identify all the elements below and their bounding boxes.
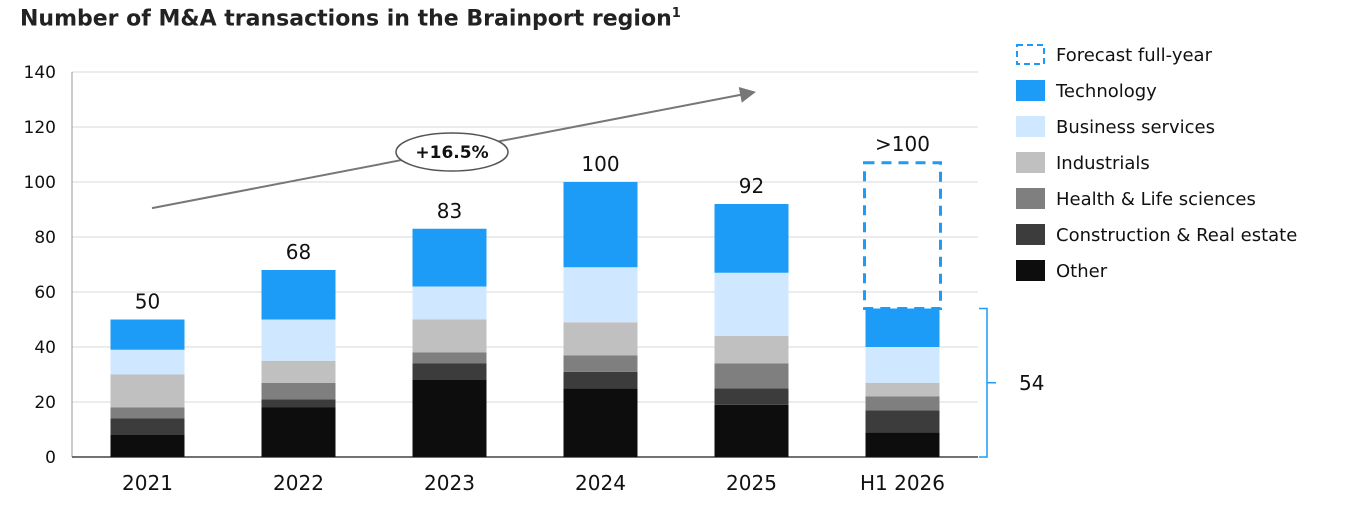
forecast-total-label: >100 bbox=[875, 132, 930, 156]
legend-label: Technology bbox=[1055, 81, 1157, 102]
y-tick-label: 0 bbox=[45, 448, 56, 468]
forecast-dashed-box bbox=[863, 161, 942, 310]
bar-segment-business-services bbox=[110, 349, 185, 375]
bar-segment-construction-real-estate bbox=[261, 399, 336, 408]
y-tick-label: 140 bbox=[24, 63, 56, 83]
bar-segment-technology bbox=[261, 270, 336, 320]
y-tick-label: 80 bbox=[34, 228, 56, 248]
bar-segment-industrials bbox=[412, 319, 487, 353]
title-footnote-marker: 1 bbox=[671, 6, 681, 21]
cagr-label: +16.5% bbox=[415, 143, 488, 163]
bar-segment-business-services bbox=[865, 347, 940, 383]
legend-swatch-other bbox=[1016, 260, 1045, 281]
bar-segment-construction-real-estate bbox=[110, 418, 185, 435]
bar-segment-health-life-sciences bbox=[563, 355, 638, 372]
bar-total-label: 92 bbox=[739, 174, 764, 198]
y-tick-label: 40 bbox=[34, 338, 56, 358]
bar-segment-health-life-sciences bbox=[412, 352, 487, 364]
bar-segment-other bbox=[563, 388, 638, 457]
x-tick-label: 2024 bbox=[575, 471, 626, 495]
x-tick-label: 2023 bbox=[424, 471, 475, 495]
chart-title-text: Number of M&A transactions in the Brainp… bbox=[20, 6, 672, 32]
bar-segment-other bbox=[714, 404, 789, 457]
legend-label: Forecast full-year bbox=[1056, 45, 1213, 66]
bar-segment-construction-real-estate bbox=[563, 371, 638, 389]
x-tick-label: 2021 bbox=[122, 471, 173, 495]
bar-total-label: 68 bbox=[286, 240, 311, 264]
legend-label: Other bbox=[1056, 261, 1108, 282]
cagr-ellipse bbox=[395, 132, 509, 172]
bar-segment-technology bbox=[865, 308, 940, 347]
bar-segment-health-life-sciences bbox=[110, 407, 185, 419]
legend-swatch-forecast bbox=[1016, 44, 1045, 65]
bar-segment-construction-real-estate bbox=[714, 388, 789, 405]
y-tick-label: 100 bbox=[24, 173, 56, 193]
h1-bracket bbox=[979, 307, 996, 458]
bar-segment-technology bbox=[714, 204, 789, 273]
x-tick-label: 2025 bbox=[726, 471, 777, 495]
bar-segment-industrials bbox=[110, 374, 185, 408]
x-tick-label: H1 2026 bbox=[860, 471, 945, 495]
x-tick-label: 2022 bbox=[273, 471, 324, 495]
bar-segment-business-services bbox=[412, 286, 487, 320]
legend-swatch-health-life-sciences bbox=[1016, 188, 1045, 209]
bar-segment-industrials bbox=[714, 336, 789, 364]
legend-label: Health & Life sciences bbox=[1056, 189, 1256, 210]
legend-label: Industrials bbox=[1056, 153, 1150, 174]
bar-total-label: 100 bbox=[581, 152, 619, 176]
legend-label: Business services bbox=[1056, 117, 1215, 138]
bar-segment-technology bbox=[412, 228, 487, 287]
legend-swatch-construction-real-estate bbox=[1016, 224, 1045, 245]
bar-segment-construction-real-estate bbox=[865, 410, 940, 433]
bar-segment-industrials bbox=[865, 382, 940, 397]
bar-segment-technology bbox=[563, 182, 638, 268]
legend-swatch-industrials bbox=[1016, 152, 1045, 173]
bar-segment-construction-real-estate bbox=[412, 363, 487, 380]
bar-segment-business-services bbox=[563, 267, 638, 323]
bar-segment-business-services bbox=[261, 319, 336, 361]
bar-segment-other bbox=[412, 380, 487, 457]
bar-total-label: 83 bbox=[437, 199, 462, 223]
legend-swatch-technology bbox=[1016, 80, 1045, 101]
legend-swatch-business-services bbox=[1016, 116, 1045, 137]
bar-segment-business-services bbox=[714, 272, 789, 336]
bar-segment-industrials bbox=[261, 360, 336, 383]
y-tick-label: 20 bbox=[34, 393, 56, 413]
bar-total-label: 50 bbox=[135, 290, 160, 314]
y-tick-label: 120 bbox=[24, 118, 56, 138]
bar-segment-health-life-sciences bbox=[865, 396, 940, 411]
bar-segment-industrials bbox=[563, 322, 638, 356]
bar-segment-other bbox=[865, 432, 940, 457]
h1-bracket-label: 54 bbox=[1019, 371, 1044, 395]
bar-segment-health-life-sciences bbox=[261, 382, 336, 400]
bar-segment-health-life-sciences bbox=[714, 363, 789, 389]
bar-segment-other bbox=[110, 435, 185, 457]
bar-segment-other bbox=[261, 407, 336, 457]
chart-title: Number of M&A transactions in the Brainp… bbox=[20, 6, 681, 31]
legend-label: Construction & Real estate bbox=[1056, 225, 1297, 246]
y-tick-label: 60 bbox=[34, 283, 56, 303]
bar-segment-technology bbox=[110, 319, 185, 350]
